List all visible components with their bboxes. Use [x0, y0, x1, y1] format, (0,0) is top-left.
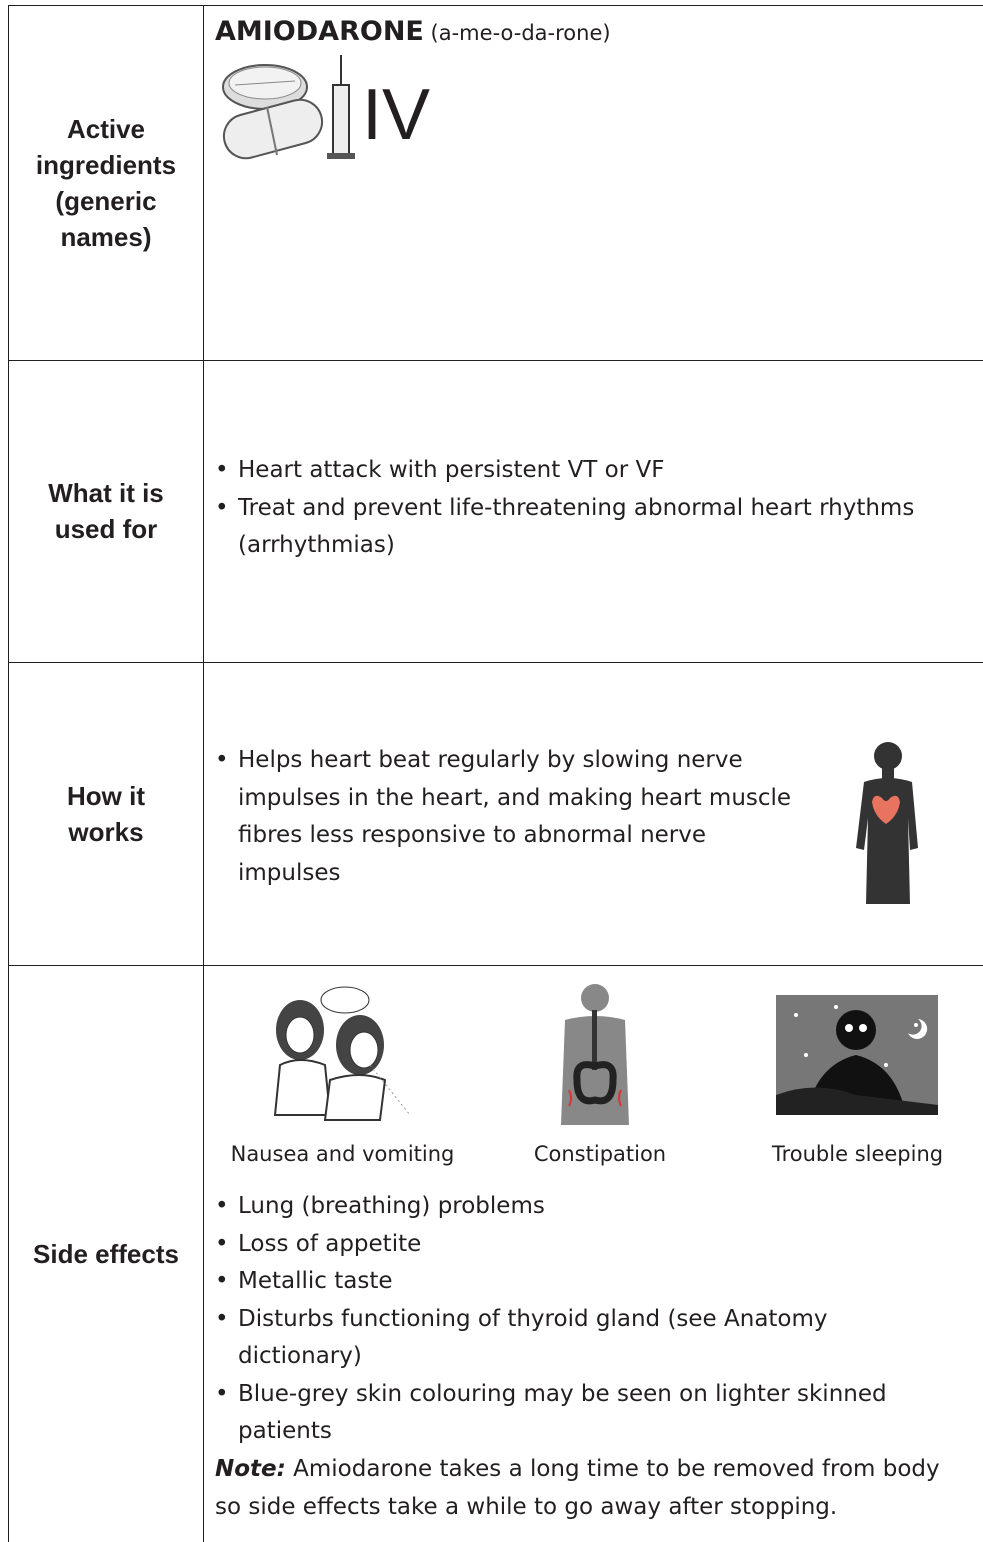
route: IV — [362, 75, 431, 155]
bullet: Treat and prevent life-threatening abnor… — [215, 490, 977, 565]
column-border — [203, 5, 204, 1542]
bullet: Helps heart beat regularly by slowing ne… — [215, 742, 815, 892]
note-label: Note: — [215, 1456, 286, 1482]
row-label: Side effects — [33, 1238, 179, 1269]
image-caption: Constipation — [533, 1142, 667, 1166]
row-label-cell: What it is used for — [8, 360, 204, 662]
row-label: Active ingredients (generic names) — [35, 113, 177, 252]
bullet-list: Heart attack with persistent VT or VF Tr… — [215, 452, 977, 565]
row-border — [8, 360, 983, 361]
bullet: Disturbs functioning of thyroid gland (s… — [215, 1301, 915, 1376]
pill-syringe-icon — [222, 55, 355, 160]
drug-name: AMIODARONE — [215, 16, 424, 47]
sleeping-icon — [776, 995, 938, 1115]
drug-heading: AMIODARONE (a-me-o-da-rone) — [215, 12, 611, 53]
bullet-list: Helps heart beat regularly by slowing ne… — [215, 742, 815, 892]
constipation-icon — [561, 984, 629, 1125]
row-label-cell: Active ingredients (generic names) — [8, 5, 204, 360]
column-border — [8, 5, 9, 1542]
row-label: What it is used for — [48, 478, 164, 544]
bullet: Heart attack with persistent VT or VF — [215, 452, 977, 490]
note: Note: Amiodarone takes a long time to be… — [215, 1451, 965, 1526]
bullet: Blue-grey skin colouring may be seen on … — [215, 1376, 915, 1451]
note-text: Amiodarone takes a long time to be remov… — [215, 1456, 940, 1520]
row-border — [8, 662, 983, 663]
bullet: Loss of appetite — [215, 1226, 915, 1264]
row-label: How it works — [67, 780, 145, 847]
nausea-icon — [273, 986, 411, 1121]
row-border — [8, 965, 983, 966]
bullet-list: Lung (breathing) problems Loss of appeti… — [215, 1188, 915, 1451]
row-label-cell: How it works — [8, 662, 204, 965]
row-label-cell: Side effects — [8, 965, 204, 1542]
body-heart-icon — [856, 742, 918, 904]
pronunciation: (a-me-o-da-rone) — [430, 21, 611, 45]
image-caption: Trouble sleeping — [771, 1142, 944, 1166]
bullet: Lung (breathing) problems — [215, 1188, 915, 1226]
row-border — [8, 5, 983, 6]
image-caption: Nausea and vomiting — [230, 1142, 455, 1166]
bullet: Metallic taste — [215, 1263, 915, 1301]
